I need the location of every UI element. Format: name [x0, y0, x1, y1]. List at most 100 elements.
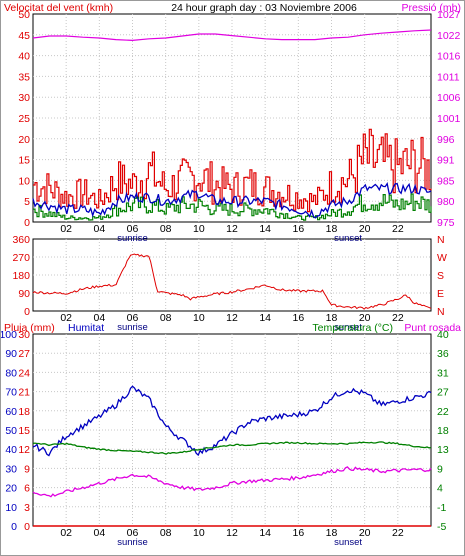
rain-axis-title: Pluja (mm) [4, 322, 55, 334]
humidity-tick-label: 100 [1, 329, 17, 341]
dewpoint-axis-title: Punt rosada [404, 322, 461, 334]
humidity-tick-label: 0 [11, 521, 17, 533]
y-tick-label: 21 [18, 387, 30, 399]
header-pressure-label: Pressió (mb) [401, 2, 461, 14]
y-tick-label: 27 [18, 348, 30, 360]
header-title: 24 hour graph day : 03 Noviembre 2006 [171, 2, 357, 14]
y-tick-label: 15 [18, 155, 30, 167]
x-tick-label: 18 [326, 312, 338, 324]
y-tick-label: 3 [24, 502, 30, 514]
x-tick-label: 16 [292, 223, 304, 235]
y2-tick-label: -1 [437, 502, 446, 514]
x-tick-label: 04 [93, 312, 105, 324]
y2-tick-label: 1006 [437, 92, 461, 104]
wind-low-series [33, 193, 432, 221]
y2-tick-label: 4 [437, 483, 443, 495]
x-tick-label: 12 [226, 527, 238, 539]
x-tick-label: 02 [60, 527, 72, 539]
y2-tick-label: E [437, 288, 444, 300]
humidity-tick-label: 70 [5, 387, 17, 399]
y-tick-label: 0 [24, 521, 30, 533]
x-tick-label: 20 [359, 527, 371, 539]
y2-tick-label: 1001 [437, 113, 461, 125]
y-tick-label: 0 [24, 306, 30, 318]
humidity-tick-label: 20 [5, 483, 17, 495]
x-tick-label: 20 [359, 223, 371, 235]
wind-panel-grid [33, 14, 431, 222]
y2-tick-label: 980 [437, 196, 455, 208]
x-tick-label: 16 [292, 527, 304, 539]
wind-panel-plot [32, 29, 432, 221]
y2-tick-label: 1027 [437, 9, 461, 21]
x-tick-label: 22 [392, 312, 404, 324]
wind-direction-series [32, 253, 432, 310]
x-tick-label: 06 [127, 223, 139, 235]
humidity-tick-label: 80 [5, 367, 17, 379]
y2-tick-label: 996 [437, 134, 455, 146]
x-tick-label: 14 [259, 223, 271, 235]
x-tick-label: 22 [392, 527, 404, 539]
y-tick-label: 30 [18, 92, 30, 104]
y-tick-label: 20 [18, 134, 30, 146]
humidity-series [32, 385, 432, 457]
y2-tick-label: 985 [437, 175, 455, 187]
y-tick-label: 180 [12, 270, 30, 282]
x-tick-label: 08 [160, 527, 172, 539]
pressure-series [32, 29, 432, 42]
x-tick-label: 12 [226, 223, 238, 235]
y-tick-label: 0 [24, 217, 30, 229]
sunrise-label: sunrise [117, 233, 148, 244]
x-tick-label: 12 [226, 312, 238, 324]
y-tick-label: 9 [24, 463, 30, 475]
y2-tick-label: 1016 [437, 51, 461, 63]
humidity-tick-label: 60 [5, 406, 17, 418]
y2-tick-label: W [437, 252, 447, 264]
y2-tick-label: 31 [437, 367, 449, 379]
x-tick-label: 06 [127, 527, 139, 539]
x-tick-label: 08 [160, 312, 172, 324]
humidity-tick-label: 50 [5, 425, 17, 437]
humidity-tick-label: 30 [5, 463, 17, 475]
humidity-tick-label: 40 [5, 444, 17, 456]
humidity-tick-label: 10 [5, 502, 17, 514]
y-tick-label: 12 [18, 444, 30, 456]
y2-tick-label: 18 [437, 425, 449, 437]
y2-tick-label: 40 [437, 329, 449, 341]
x-tick-label: 10 [193, 223, 205, 235]
x-tick-label: 04 [93, 223, 105, 235]
x-tick-label: 14 [259, 527, 271, 539]
sunset-label: sunset [334, 537, 362, 548]
y2-tick-label: 13 [437, 444, 449, 456]
y2-tick-label: N [437, 234, 445, 246]
y2-tick-label: 991 [437, 155, 455, 167]
y2-tick-label: 9 [437, 463, 443, 475]
x-tick-label: 14 [259, 312, 271, 324]
y2-tick-label: 27 [437, 387, 449, 399]
wind-average-series [32, 182, 432, 219]
y-tick-label: 24 [18, 367, 30, 379]
direction-panel-axes: 0 N 90 E 180 S 270 W 360 N 02 04 06 08 10 12 14 16 18 20 22 s… [12, 234, 447, 333]
y2-tick-label: 1022 [437, 30, 461, 42]
x-tick-label: 20 [359, 312, 371, 324]
sunrise-label: sunrise [117, 322, 148, 333]
y-tick-label: 50 [18, 9, 30, 21]
y-tick-label: 25 [18, 113, 30, 125]
y-tick-label: 45 [18, 30, 30, 42]
y-tick-label: 35 [18, 71, 30, 83]
humidity-axis-title: Humitat [68, 322, 104, 334]
direction-panel-plot [32, 253, 432, 310]
y-tick-label: 270 [12, 252, 30, 264]
y2-tick-label: 1011 [437, 71, 460, 83]
sunrise-label: sunrise [117, 537, 148, 548]
y-tick-label: 10 [18, 175, 30, 187]
y-tick-label: 90 [18, 288, 30, 300]
x-tick-label: 16 [292, 312, 304, 324]
x-tick-label: 18 [326, 223, 338, 235]
x-tick-label: 04 [93, 527, 105, 539]
x-tick-label: 10 [193, 527, 205, 539]
x-tick-label: 22 [392, 223, 404, 235]
y-tick-label: 40 [18, 51, 30, 63]
dewpoint-series [32, 466, 432, 498]
